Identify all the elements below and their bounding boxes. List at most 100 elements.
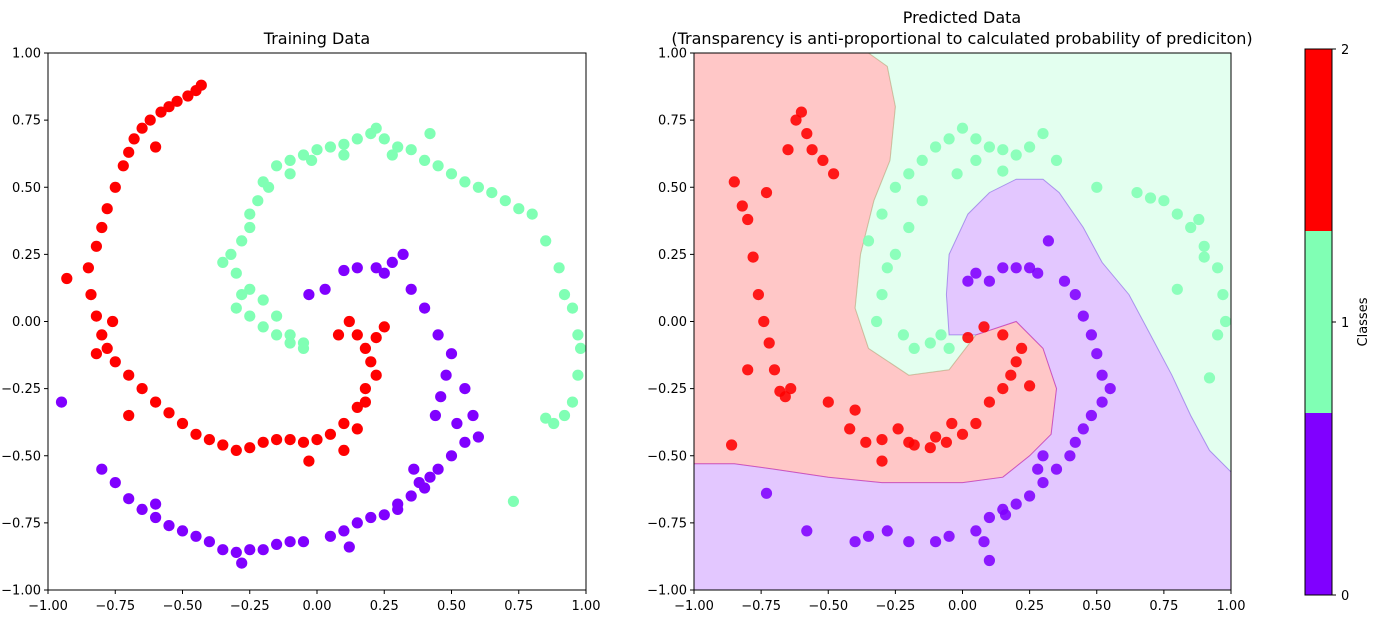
right-axis-ticks: −1.00 −0.75 −0.50 −0.25 0.00 0.25 0.50 0.75 1.00… [647,47,1245,615]
left-point-class-2 [338,444,350,456]
right-point-class-1 [1198,251,1210,263]
left-point-class-0 [472,431,484,443]
left-point-class-2 [351,401,363,413]
left-point-class-2 [217,439,229,451]
left-point-class-2 [107,315,119,328]
right-point-class-2 [760,187,773,199]
left-point-class-2 [85,289,97,301]
right-point-class-2 [997,329,1009,341]
left-point-class-1 [338,149,350,161]
colorbar-tick-label-0: 0 [1341,589,1349,604]
left-point-class-2 [144,114,156,126]
left-point-class-2 [324,428,336,440]
left-point-class-0 [150,511,162,524]
left-point-class-1 [419,154,431,166]
right-point-class-0 [1024,490,1036,502]
right-point-class-2 [1016,342,1028,354]
right-point-class-2 [1024,380,1036,392]
right-point-class-1 [1220,315,1232,328]
right-point-class-0 [970,525,982,537]
left-point-class-1 [405,144,417,156]
right-point-class-1 [1171,208,1183,220]
left-point-class-0 [55,396,68,408]
left-point-class-0 [459,383,471,395]
right-point-class-0 [1091,348,1103,360]
colorbar-segment-class-0 [1305,413,1332,595]
right-point-class-2 [736,200,748,212]
left-point-class-1 [230,267,242,279]
right-point-class-0 [903,536,915,548]
left-point-class-0 [424,471,436,483]
left-point-class-1 [351,133,363,145]
left-point-class-0 [284,536,296,548]
right-point-class-0 [1096,396,1108,408]
right-point-class-1 [903,168,915,180]
right-point-class-1 [889,181,902,193]
left-ytick-label: −0.25 [1,382,41,397]
colorbar-tick-label-2: 2 [1341,43,1349,58]
left-ytick-label: 0.25 [12,248,41,263]
left-point-class-2 [101,342,113,354]
left-point-class-1 [424,128,436,140]
right-point-class-1 [943,133,955,145]
right-point-class-2 [795,106,808,118]
left-point-class-1 [244,310,256,322]
left-point-class-1 [311,144,323,156]
left-point-class-1 [432,160,444,172]
right-point-class-2 [962,332,974,344]
left-point-class-1 [225,248,237,260]
right-point-class-1 [1185,221,1197,234]
right-point-class-2 [779,391,791,403]
left-point-class-0 [408,463,420,475]
colorbar-segment-class-2 [1305,49,1332,231]
right-point-class-1 [970,154,982,166]
left-point-class-0 [397,248,409,260]
right-ytick-label: 0.25 [658,248,687,263]
left-point-class-0 [150,498,162,510]
left-point-class-1 [548,417,560,430]
left-point-class-2 [128,133,140,145]
right-point-class-2 [930,431,942,443]
left-point-class-2 [182,90,194,102]
left-point-class-2 [244,442,256,454]
right-point-class-2 [806,144,818,156]
left-point-class-0 [96,463,108,475]
left-point-class-1 [284,154,296,166]
left-point-class-2 [109,356,121,368]
right-region-class-1 [854,52,1232,474]
left-xtick-label: −0.50 [163,599,203,614]
right-point-class-1 [983,141,996,153]
right-point-class-2 [768,364,781,376]
left-point-class-1 [445,168,458,180]
left-ytick-label: −0.75 [1,516,41,531]
right-point-class-1 [916,154,928,166]
left-axes-frame [47,52,587,591]
left-point-class-1 [271,329,283,341]
predicted-data-panel: Predicted Data (Transparency is anti-pro… [647,8,1252,614]
left-point-class-2 [284,434,296,446]
right-point-class-1 [897,329,910,341]
left-point-class-1 [236,289,248,301]
left-point-class-2 [136,383,148,395]
left-point-class-1 [370,122,382,134]
left-point-class-2 [203,434,215,446]
left-point-class-1 [566,396,579,408]
left-point-class-1 [236,235,248,247]
right-point-class-0 [943,530,955,542]
left-point-class-0 [432,463,444,475]
right-point-class-0 [1104,383,1116,395]
right-point-class-0 [1032,267,1044,279]
left-point-class-1 [257,321,269,333]
right-point-class-1 [924,337,936,349]
left-point-class-1 [486,187,498,199]
left-point-class-1 [558,289,571,301]
right-point-class-0 [999,509,1012,521]
right-point-class-1 [997,165,1009,177]
left-point-class-1 [244,283,256,295]
left-axis-ticks: −1.00 −0.75 −0.50 −0.25 0.00 0.25 0.50 0.75 1.00… [1,47,600,615]
left-point-class-0 [386,256,398,268]
left-xtick-label: −0.75 [95,599,135,614]
right-point-class-2 [828,168,840,180]
colorbar-tick-label-1: 1 [1341,316,1349,331]
right-point-class-1 [1193,213,1205,226]
